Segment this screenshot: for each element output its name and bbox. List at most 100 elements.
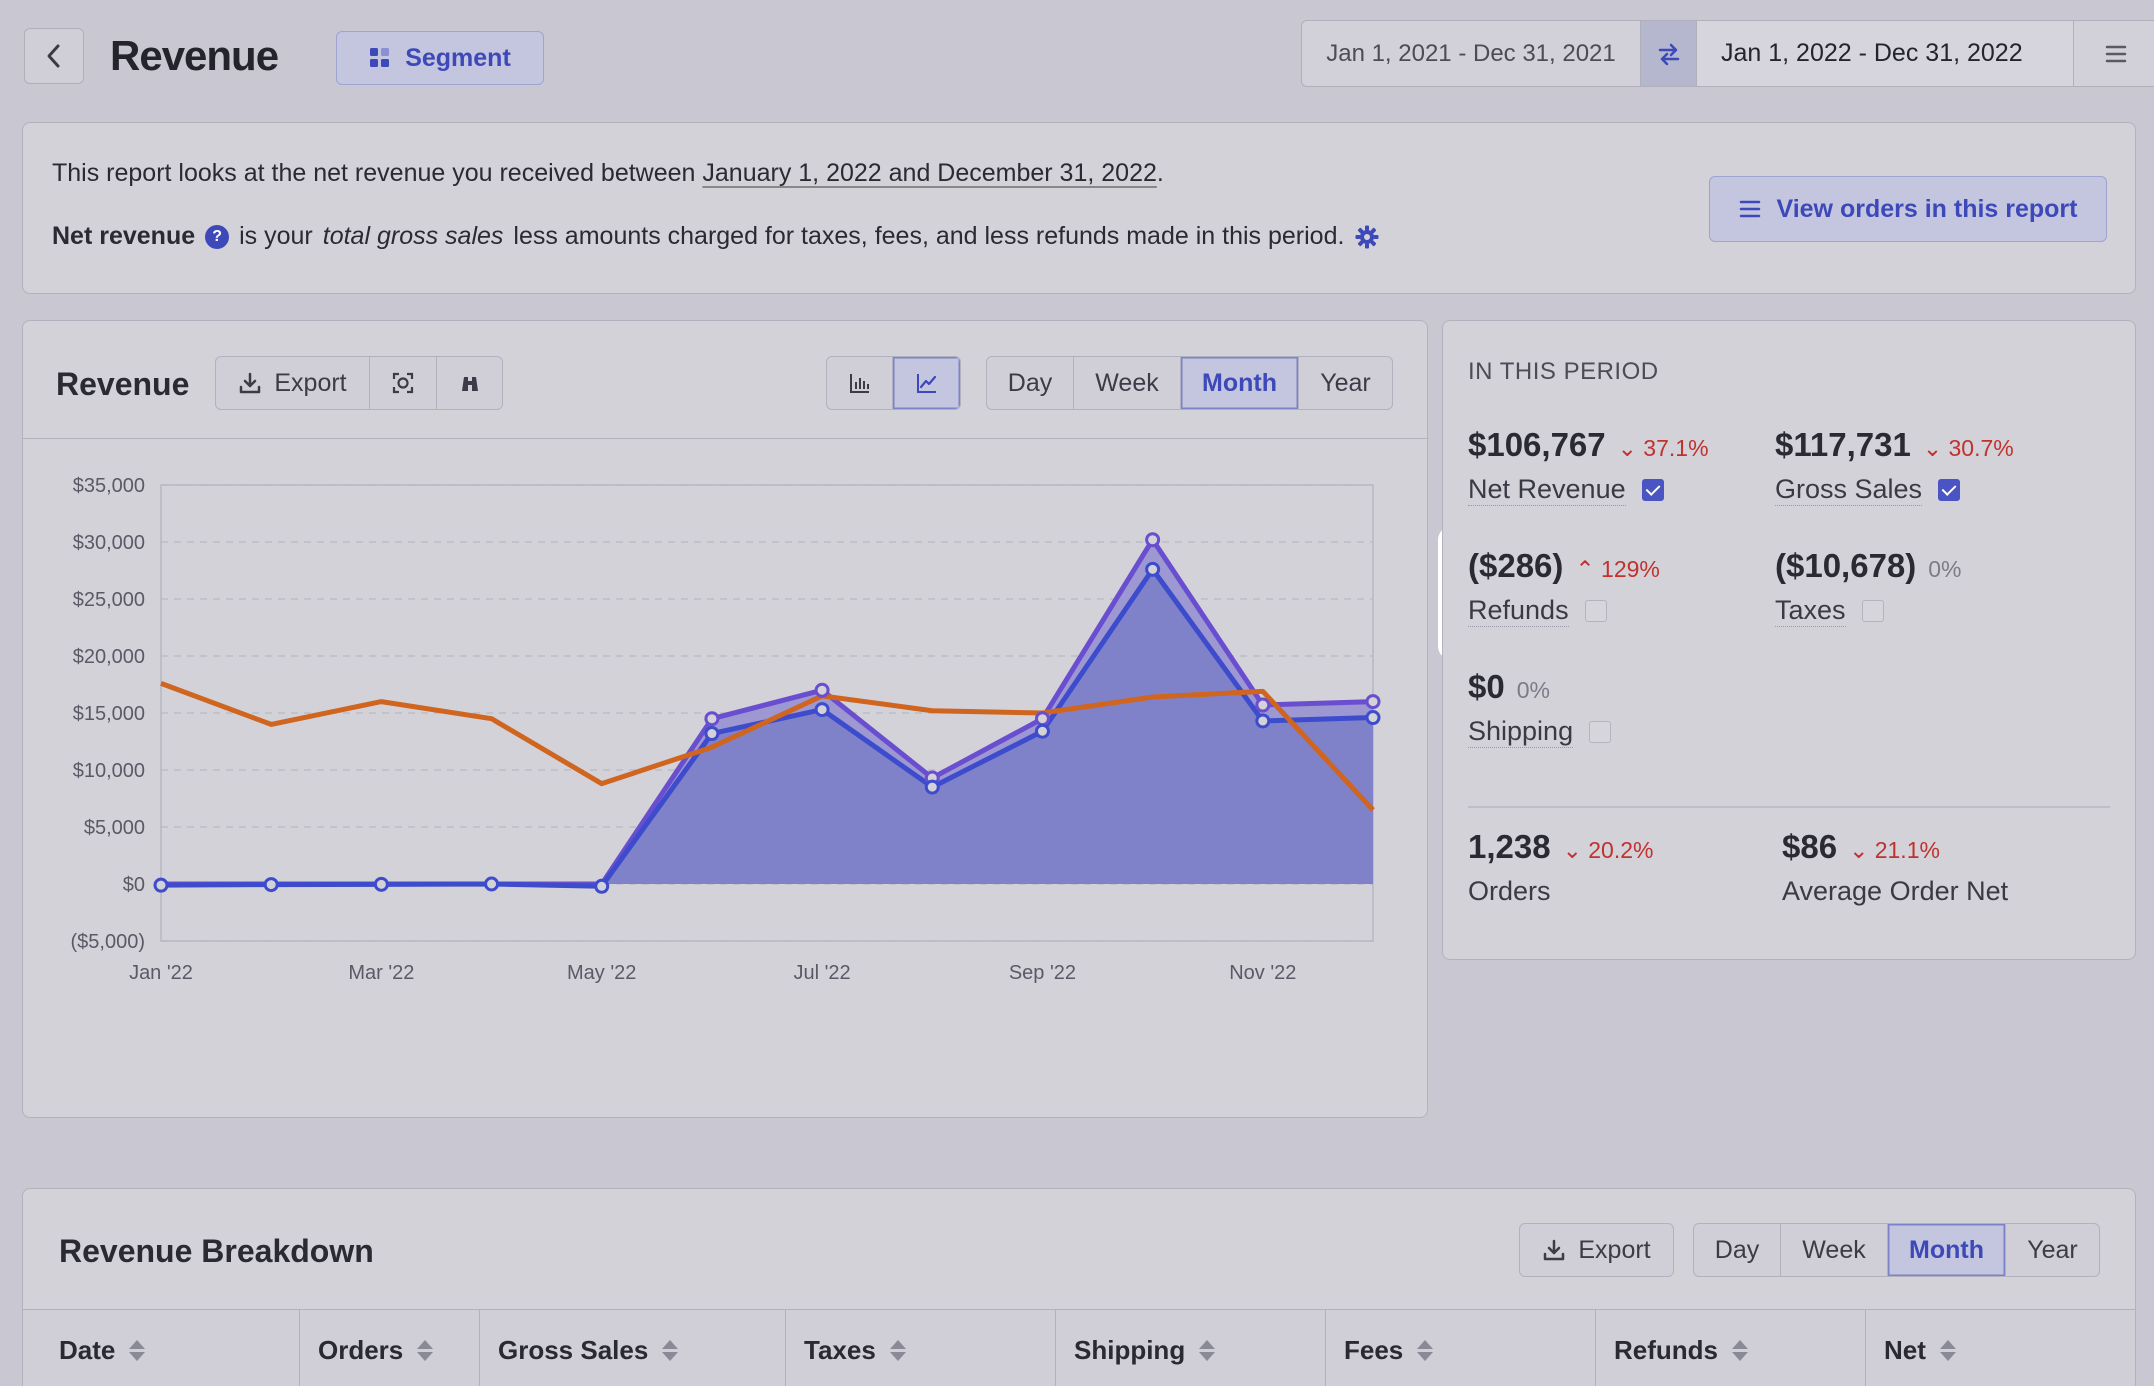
metric-change: ⌃ 129% (1575, 556, 1660, 582)
definition-emphasis: total gross sales (322, 222, 504, 250)
column-header-net[interactable]: Net (1865, 1310, 1956, 1386)
column-header-label: Gross Sales (498, 1334, 649, 1365)
column-header-fees[interactable]: Fees (1325, 1310, 1434, 1386)
net-point (704, 726, 720, 742)
column-header-refunds[interactable]: Refunds (1595, 1310, 1748, 1386)
metric-label: Refunds (1468, 595, 1569, 627)
column-header-label: Refunds (1614, 1334, 1718, 1365)
compare-range-button[interactable]: Jan 1, 2021 - Dec 31, 2021 (1326, 39, 1616, 67)
net-point (1365, 710, 1381, 726)
list-icon (1740, 200, 1761, 218)
net-point (1145, 561, 1161, 577)
net-point (814, 702, 830, 718)
revenue-breakdown-panel: Revenue Breakdown Export Day Week Month … (22, 1188, 2136, 1386)
chart-title: Revenue (56, 366, 190, 402)
metric-value: $0 (1468, 668, 1505, 705)
gross-point (1034, 711, 1050, 727)
gross-point (704, 711, 720, 727)
net-revenue-definition: Net revenue ? is your total gross sales … (52, 222, 1380, 251)
sort-icon (662, 1339, 679, 1361)
chevron-left-icon (47, 44, 60, 68)
metric-label: Gross Sales (1775, 474, 1923, 506)
bar-chart-button[interactable] (827, 357, 893, 409)
report-date-range-link[interactable]: January 1, 2022 and December 31, 2022 (702, 159, 1157, 187)
column-header-label: Orders (318, 1334, 404, 1365)
revenue-chart: $35,000 $30,000 $25,000 $20,000 $15,000 $10,0… (71, 475, 1381, 984)
metric-value: 1,238 (1468, 828, 1551, 865)
breakdown-export-label: Export (1578, 1235, 1651, 1264)
bar-chart-icon (849, 374, 869, 393)
breakdown-export-button[interactable]: Export (1520, 1224, 1673, 1276)
explore-button[interactable] (437, 357, 502, 409)
sort-icon (417, 1339, 434, 1361)
menu-icon (2105, 45, 2127, 62)
period-day-button[interactable]: Day (987, 357, 1074, 409)
x-tick-label: May '22 (567, 962, 636, 984)
breakdown-table-header: Date Orders Gross Sales Taxes Shipping Fees Re… (23, 1309, 2135, 1386)
line-chart-button[interactable] (893, 357, 960, 409)
period-week-button[interactable]: Week (1074, 357, 1181, 409)
period-year-button[interactable]: Year (1320, 368, 1371, 397)
download-icon (1544, 1239, 1565, 1261)
y-tick-label: $5,000 (84, 817, 145, 839)
column-header-taxes[interactable]: Taxes (785, 1310, 906, 1386)
metric-gross-sales: $117,731 ⌄ 30.7% Gross Sales (1775, 426, 2014, 506)
current-range-button[interactable]: Jan 1, 2022 - Dec 31, 2022 (1697, 21, 2073, 86)
gear-icon[interactable] (1354, 224, 1380, 250)
segment-button[interactable]: Segment (336, 31, 544, 85)
column-header-label: Date (59, 1334, 116, 1365)
sort-icon (1417, 1339, 1434, 1361)
metric-toggle-checkbox[interactable] (1589, 721, 1612, 743)
metric-value: ($286) (1468, 547, 1564, 584)
metric-toggle-checkbox[interactable] (1584, 600, 1607, 622)
breakdown-year-button[interactable]: Year (2027, 1235, 2078, 1264)
metric-label: Taxes (1775, 595, 1846, 627)
metric-toggle-checkbox[interactable] (1861, 600, 1884, 622)
report-description: This report looks at the net revenue you… (52, 159, 1164, 188)
metric-change: ⌄ 30.7% (1922, 435, 2014, 461)
metric-toggle-checkbox[interactable] (1938, 479, 1961, 501)
net-point (373, 876, 389, 892)
help-icon[interactable]: ? (205, 224, 230, 249)
view-orders-button[interactable]: View orders in this report (1709, 176, 2107, 242)
metric-average-order-net: $86 ⌄ 21.1% Average Order Net (1782, 828, 2008, 907)
date-range-selector: Jan 1, 2021 - Dec 31, 2021 Jan 1, 2022 -… (1301, 20, 2154, 87)
export-label: Export (274, 368, 347, 397)
y-tick-label: $30,000 (73, 532, 145, 554)
metric-label: Orders (1468, 876, 1551, 906)
net-point (484, 876, 500, 892)
x-tick-label: Mar '22 (348, 962, 414, 984)
column-header-label: Taxes (804, 1334, 876, 1365)
column-header-shipping[interactable]: Shipping (1055, 1310, 1216, 1386)
column-header-orders[interactable]: Orders (299, 1310, 434, 1386)
period-month-button[interactable]: Month (1181, 357, 1299, 409)
sort-icon (129, 1339, 146, 1361)
metric-value: $117,731 (1775, 426, 1911, 463)
gross-point (1255, 697, 1271, 713)
column-header-gross-sales[interactable]: Gross Sales (479, 1310, 679, 1386)
chart-period-toggle: Day Week Month Year (986, 356, 1393, 410)
breakdown-export-group: Export (1519, 1223, 1674, 1277)
back-button[interactable] (24, 28, 84, 84)
series-line-compare (160, 681, 1375, 812)
swap-ranges-button[interactable] (1640, 21, 1697, 86)
description-suffix: . (1156, 159, 1164, 187)
sort-icon (1939, 1339, 1956, 1361)
screenshot-button[interactable] (370, 357, 437, 409)
breakdown-week-button[interactable]: Week (1781, 1224, 1888, 1276)
grid-icon (370, 48, 390, 67)
metric-label: Average Order Net (1782, 876, 2009, 906)
breakdown-day-button[interactable]: Day (1694, 1224, 1781, 1276)
description-text: This report looks at the net revenue you… (52, 159, 703, 187)
range-menu-button[interactable] (2073, 21, 2154, 86)
metric-net-revenue: $106,767 ⌄ 37.1% Net Revenue (1468, 426, 1709, 506)
y-tick-label: $10,000 (73, 760, 145, 782)
gross-point (814, 682, 830, 698)
export-button[interactable]: Export (216, 357, 370, 409)
net-point (1034, 723, 1050, 739)
net-point (924, 779, 940, 795)
metric-toggle-checkbox[interactable] (1641, 479, 1664, 501)
metric-value: $106,767 (1468, 426, 1606, 463)
breakdown-month-button[interactable]: Month (1888, 1224, 2006, 1276)
column-header-date[interactable]: Date (23, 1310, 146, 1386)
